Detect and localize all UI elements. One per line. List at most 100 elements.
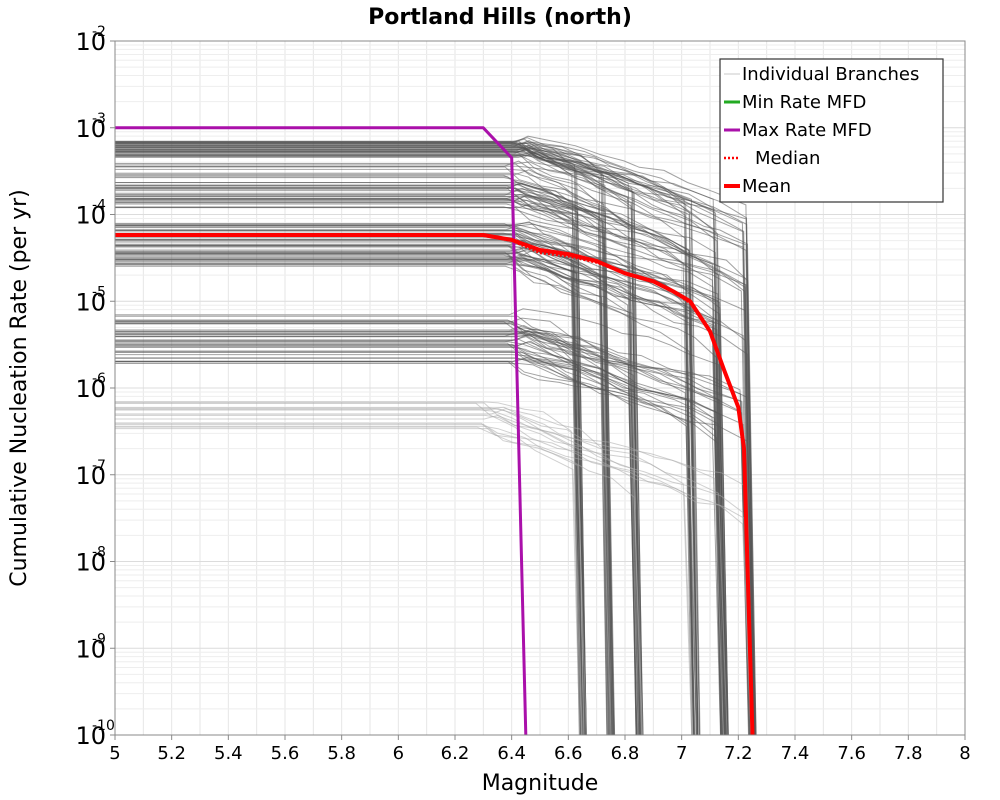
branch-line [115,249,586,736]
branch-line [115,331,587,736]
branch-line [115,187,613,736]
branch-line [115,342,641,736]
y-tick-base: 10 [75,28,106,56]
branch-line [115,333,729,736]
legend: Individual Branches Min Rate MFD Max Rate … [719,58,944,203]
x-tick-label: 7.8 [894,743,923,764]
branch-line [115,206,755,736]
branch-line [115,195,613,736]
y-tick-exponent: -4 [92,198,106,214]
branch-line [115,149,756,736]
legend-label: Max Rate MFD [742,120,872,141]
y-tick-base: 10 [75,462,106,490]
branch-line [115,265,699,736]
branch-line [115,147,613,736]
x-tick-label: 7.4 [781,743,810,764]
branch-line [115,155,757,736]
branch-line [115,264,726,736]
branch-line [115,224,727,736]
branch-line [115,223,726,736]
x-tick-label: 7.2 [724,743,753,764]
branch-line [115,135,755,736]
y-tick-exponent: -10 [92,718,115,734]
branch-line [115,256,583,736]
x-tick-label: 6.4 [497,743,526,764]
series-line-max-rate-mfd [115,126,528,736]
branch-line [115,202,608,736]
branch-line [115,406,728,736]
branch-line [115,346,725,736]
branch-line [115,177,698,736]
branch-line [115,238,609,736]
y-tick-exponent: -2 [92,24,106,40]
x-axis-ticks: 5 5.2 5.4 5.6 5.8 6 6.2 6.4 6.6 6.8 7 7.2 7.4 7.6 7.8 8 [109,735,971,764]
branch-line [115,185,609,736]
branch-line [115,251,755,736]
branch-line [115,321,750,736]
branch-line [115,187,757,736]
branch-line [115,330,728,736]
branch-line [115,401,581,736]
x-tick-label: 5.2 [157,743,186,764]
branch-line [115,160,608,736]
chart-title: Portland Hills (north) [368,5,632,30]
branch-line [115,263,611,736]
branch-line [115,321,695,736]
branch-line [115,207,614,736]
x-tick-label: 7.6 [837,743,866,764]
legend-label: Mean [742,176,791,197]
branch-line [115,340,726,736]
branch-line [115,182,587,736]
x-tick-label: 5.8 [327,743,356,764]
y-tick-base: 10 [75,202,106,230]
branch-line [115,426,694,736]
branch-line [115,142,699,736]
y-tick-base: 10 [75,635,106,663]
y-tick-exponent: -5 [92,284,106,300]
y-tick-base: 10 [75,115,106,143]
branch-line [115,196,614,736]
branch-line [115,324,751,736]
legend-label: Min Rate MFD [742,92,866,113]
branch-line [115,223,723,736]
branch-line [115,221,729,736]
y-tick-exponent: -8 [92,545,106,561]
branch-line [115,408,724,736]
branch-line [115,402,752,736]
branch-line [115,146,723,736]
branch-line [115,189,582,736]
x-tick-label: 7 [676,743,687,764]
y-tick-exponent: -9 [92,631,106,647]
branch-line [115,257,644,736]
branch-line [115,323,637,736]
branch-line [115,144,610,736]
branch-line [115,253,724,736]
branch-line [115,423,754,736]
branch-line [115,236,581,736]
x-tick-label: 6.8 [611,743,640,764]
branch-line [115,230,580,736]
y-tick-base: 10 [75,722,106,750]
branch-line [115,172,754,736]
branch-line [115,317,587,736]
branch-line [115,402,754,736]
branch-line [115,341,587,736]
branch-line [115,230,722,736]
branch-line [115,229,727,736]
branch-line [115,199,699,736]
branch-line [115,360,728,736]
branch-line [115,194,584,736]
branch-line [115,168,753,736]
branch-line [115,161,756,736]
branch-line [115,256,753,736]
series-line-median [115,234,754,736]
branch-lines [115,135,757,736]
branch-line [115,414,752,736]
y-tick-exponent: -7 [92,458,106,474]
series-lines [115,126,755,736]
branch-line [115,245,722,736]
y-axis-label: Cumulative Nucleation Rate (per yr) [7,189,32,587]
branch-line [115,357,724,736]
branch-line [115,356,638,736]
